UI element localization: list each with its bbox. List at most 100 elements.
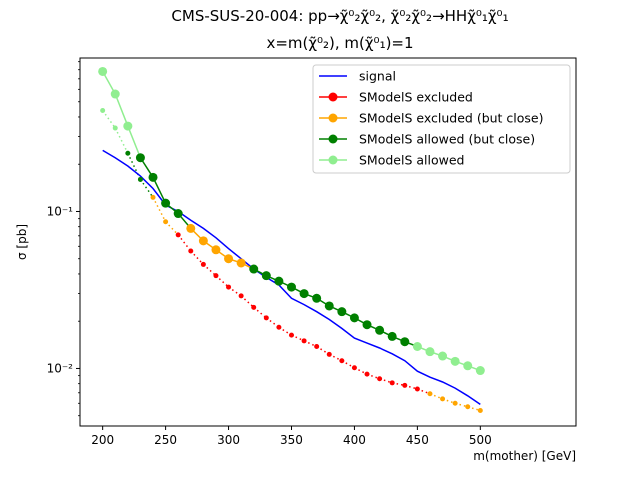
upper-curve-point-230 xyxy=(135,153,145,163)
lower-curve-point-470 xyxy=(440,396,446,402)
upper-curve-point-320 xyxy=(249,264,259,274)
lower-curve-point-480 xyxy=(452,400,458,406)
x-tick-label: 450 xyxy=(406,433,429,447)
lower-curve-segment xyxy=(177,234,192,252)
lower-curve-point-290 xyxy=(213,273,219,279)
upper-curve-segment xyxy=(114,93,129,127)
lower-curve-segment xyxy=(215,275,230,288)
plot-area xyxy=(98,66,485,413)
lower-curve-segment xyxy=(165,221,179,236)
lower-curve-point-490 xyxy=(465,404,471,410)
x-tick-label: 400 xyxy=(343,433,366,447)
lower-curve-segment xyxy=(139,179,154,198)
lower-curve-segment xyxy=(253,306,267,319)
lower-curve-point-360 xyxy=(301,338,307,344)
upper-curve-point-240 xyxy=(148,172,158,182)
lower-curve-point-500 xyxy=(477,407,483,413)
upper-curve-point-460 xyxy=(425,347,435,357)
upper-curve-point-450 xyxy=(412,342,422,352)
y-axis: 10⁻¹ 10⁻² xyxy=(47,61,80,417)
lower-curve-point-440 xyxy=(402,382,408,388)
upper-curve-point-210 xyxy=(110,89,120,99)
upper-curve-point-270 xyxy=(186,223,196,233)
upper-curve-point-440 xyxy=(400,337,410,347)
upper-curve-point-290 xyxy=(211,245,221,255)
lower-curve-point-240 xyxy=(150,194,156,200)
legend-box xyxy=(312,64,571,174)
upper-curve-point-220 xyxy=(123,121,133,131)
lower-curve-point-250 xyxy=(163,219,169,225)
lower-curve-point-230 xyxy=(137,176,143,182)
axes-frame xyxy=(79,57,577,427)
signal-line xyxy=(102,149,481,406)
lower-curve-point-200 xyxy=(100,107,106,113)
upper-curve-points xyxy=(98,66,485,376)
upper-curve-point-350 xyxy=(286,282,296,292)
upper-curve-point-410 xyxy=(362,320,372,330)
upper-curve-point-200 xyxy=(98,66,108,76)
lower-curve-point-300 xyxy=(226,284,232,290)
legend-marker-allowed xyxy=(328,155,338,165)
lower-curve-segment xyxy=(102,110,116,129)
legend-label-excluded: SModelS excluded xyxy=(359,90,473,105)
upper-curve-point-250 xyxy=(161,198,171,208)
upper-curve-point-500 xyxy=(475,366,485,376)
upper-curve-point-330 xyxy=(261,271,271,281)
upper-curve-point-260 xyxy=(173,209,183,219)
upper-curve-point-470 xyxy=(438,351,448,361)
x-axis: 200 250 300 350 400 450 500 xyxy=(91,426,492,447)
lower-curve-segment xyxy=(114,127,129,154)
legend-label-allowed: SModelS allowed xyxy=(359,153,464,168)
lower-curve-segment xyxy=(190,250,204,265)
lower-curve-point-220 xyxy=(125,150,131,156)
legend-marker-allowed_close xyxy=(328,134,338,144)
x-tick-label: 200 xyxy=(91,433,114,447)
x-axis-label: m(mother) [GeV] xyxy=(473,449,576,463)
lower-curve-point-410 xyxy=(364,371,370,377)
x-tick-label: 250 xyxy=(154,433,177,447)
legend-label-signal: signal xyxy=(359,69,396,84)
lower-curve-point-450 xyxy=(414,386,420,392)
lower-curve-segment xyxy=(127,152,142,180)
upper-curve-point-380 xyxy=(324,301,334,311)
lower-curve-point-390 xyxy=(339,358,345,364)
upper-curve-point-490 xyxy=(463,361,473,371)
lower-curve-segment xyxy=(152,197,167,223)
lower-curve-segment xyxy=(240,295,255,308)
lower-curve-point-310 xyxy=(238,293,244,299)
upper-curve-point-390 xyxy=(337,307,347,317)
upper-curve-segment xyxy=(127,125,142,159)
lower-curve-point-370 xyxy=(314,344,320,350)
x-tick-label: 350 xyxy=(280,433,303,447)
lower-curve-point-430 xyxy=(389,380,395,386)
upper-curve-point-420 xyxy=(375,325,385,335)
y-tick-label: 10⁻¹ xyxy=(47,204,74,218)
x-tick-label: 300 xyxy=(217,433,240,447)
upper-curve-point-370 xyxy=(312,293,322,303)
lower-curve-point-280 xyxy=(200,261,206,267)
lower-curve-points xyxy=(100,107,483,413)
lower-curve-point-210 xyxy=(112,125,118,131)
upper-curve-segment xyxy=(152,177,167,204)
lower-curve-point-260 xyxy=(175,232,181,238)
legend-marker-excluded_close xyxy=(328,113,338,123)
legend-label-excluded_close: SModelS excluded (but close) xyxy=(359,111,544,126)
chart-subtitle: x=m(χ̃⁰₂), m(χ̃⁰₁)=1 xyxy=(266,34,413,52)
upper-curve-point-310 xyxy=(236,258,246,268)
upper-curve-point-280 xyxy=(198,236,208,246)
upper-curve-point-400 xyxy=(349,313,359,323)
upper-curve-point-480 xyxy=(450,356,460,366)
x-tick-label: 500 xyxy=(469,433,492,447)
lower-curve-point-340 xyxy=(276,324,282,330)
chart-title: CMS-SUS-20-004: pp→χ̃⁰₂χ̃⁰₂, χ̃⁰₂χ̃⁰₂→HH… xyxy=(171,7,508,25)
lower-curve-point-380 xyxy=(326,351,332,357)
y-axis-label: σ [pb] xyxy=(15,224,29,260)
lower-curve-segment xyxy=(202,263,217,277)
lower-curve-point-420 xyxy=(377,376,383,382)
lower-curve-point-400 xyxy=(351,365,357,371)
upper-curve-point-360 xyxy=(299,289,309,299)
lower-curve-point-270 xyxy=(188,248,194,254)
upper-curve-point-430 xyxy=(387,331,397,341)
y-tick-label: 10⁻² xyxy=(47,361,74,375)
